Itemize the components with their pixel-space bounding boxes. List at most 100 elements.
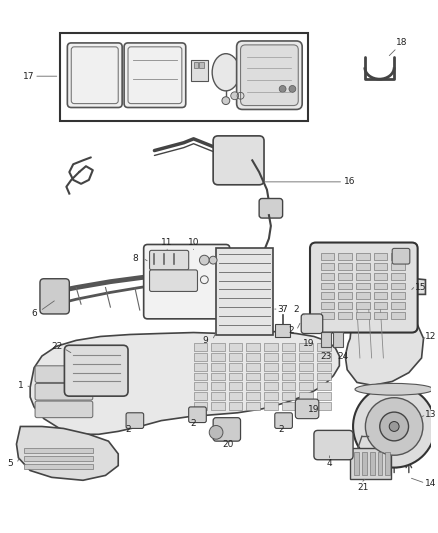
Bar — [350, 448, 391, 479]
Bar — [194, 392, 207, 400]
FancyBboxPatch shape — [189, 407, 206, 423]
Bar — [391, 302, 405, 309]
Bar — [317, 392, 331, 400]
Bar — [229, 392, 243, 400]
Circle shape — [209, 256, 217, 264]
FancyBboxPatch shape — [124, 43, 186, 108]
Bar — [211, 343, 225, 351]
Bar — [211, 373, 225, 381]
Bar — [339, 253, 352, 260]
Bar — [299, 343, 313, 351]
FancyBboxPatch shape — [301, 314, 323, 334]
Text: 2: 2 — [191, 419, 196, 428]
Bar — [362, 452, 367, 475]
Text: 9: 9 — [202, 336, 208, 345]
FancyBboxPatch shape — [35, 383, 93, 400]
Bar — [211, 402, 225, 410]
FancyBboxPatch shape — [149, 270, 198, 292]
Circle shape — [380, 412, 409, 441]
Bar — [370, 452, 374, 475]
Bar — [216, 248, 273, 335]
Bar — [247, 353, 260, 361]
FancyBboxPatch shape — [275, 413, 293, 429]
Bar — [374, 312, 387, 319]
Bar — [199, 62, 205, 68]
Bar — [356, 302, 370, 309]
Bar — [374, 263, 387, 270]
Bar — [211, 383, 225, 390]
Bar — [299, 392, 313, 400]
Text: 23: 23 — [320, 352, 332, 360]
Bar — [282, 363, 295, 371]
Bar — [264, 373, 278, 381]
Circle shape — [231, 92, 239, 100]
Bar — [339, 273, 352, 280]
Bar — [229, 353, 243, 361]
Circle shape — [222, 97, 230, 104]
Bar — [264, 363, 278, 371]
Bar — [194, 62, 198, 68]
Bar — [194, 383, 207, 390]
Bar — [339, 312, 352, 319]
Bar — [194, 353, 207, 361]
Text: 13: 13 — [424, 410, 436, 419]
Bar — [247, 383, 260, 390]
Bar — [374, 273, 387, 280]
FancyBboxPatch shape — [35, 366, 93, 383]
Text: 21: 21 — [357, 483, 368, 491]
Text: 1: 1 — [18, 381, 23, 390]
Bar — [299, 353, 313, 361]
Bar — [275, 324, 290, 337]
FancyBboxPatch shape — [213, 418, 240, 441]
Bar — [339, 293, 352, 299]
FancyBboxPatch shape — [259, 198, 283, 218]
Bar — [299, 363, 313, 371]
Bar — [282, 343, 295, 351]
Text: 2: 2 — [125, 425, 131, 434]
Text: 2: 2 — [293, 304, 299, 313]
Text: 17: 17 — [22, 72, 34, 80]
Bar — [317, 363, 331, 371]
Text: 20: 20 — [222, 440, 233, 449]
Text: 7: 7 — [282, 304, 287, 313]
Text: 18: 18 — [396, 38, 408, 47]
FancyBboxPatch shape — [314, 430, 353, 460]
Bar — [356, 263, 370, 270]
FancyBboxPatch shape — [64, 345, 128, 396]
Bar — [264, 383, 278, 390]
Bar — [60, 33, 308, 121]
Bar — [264, 392, 278, 400]
Bar — [391, 253, 405, 260]
Bar — [356, 282, 370, 289]
Text: 19: 19 — [303, 339, 315, 348]
Bar — [391, 282, 405, 289]
Text: 15: 15 — [415, 283, 426, 292]
Bar — [317, 353, 331, 361]
Bar — [229, 373, 243, 381]
Bar — [391, 273, 405, 280]
Bar — [194, 402, 207, 410]
Bar — [24, 464, 93, 469]
Bar — [378, 452, 382, 475]
Bar — [339, 302, 352, 309]
Bar — [282, 383, 295, 390]
Text: 22: 22 — [51, 342, 62, 351]
Text: 2: 2 — [289, 326, 294, 335]
Bar — [391, 263, 405, 270]
Circle shape — [289, 85, 296, 92]
Text: 6: 6 — [31, 310, 37, 318]
Bar — [247, 392, 260, 400]
Text: 16: 16 — [344, 177, 356, 187]
Circle shape — [365, 398, 423, 455]
FancyBboxPatch shape — [392, 248, 410, 264]
Bar — [299, 383, 313, 390]
Bar — [264, 353, 278, 361]
Circle shape — [279, 85, 286, 92]
Ellipse shape — [355, 383, 433, 395]
FancyBboxPatch shape — [240, 45, 298, 106]
Text: 19: 19 — [308, 405, 320, 414]
FancyBboxPatch shape — [310, 243, 418, 333]
Bar — [24, 456, 93, 461]
Polygon shape — [30, 332, 339, 434]
Bar — [194, 373, 207, 381]
